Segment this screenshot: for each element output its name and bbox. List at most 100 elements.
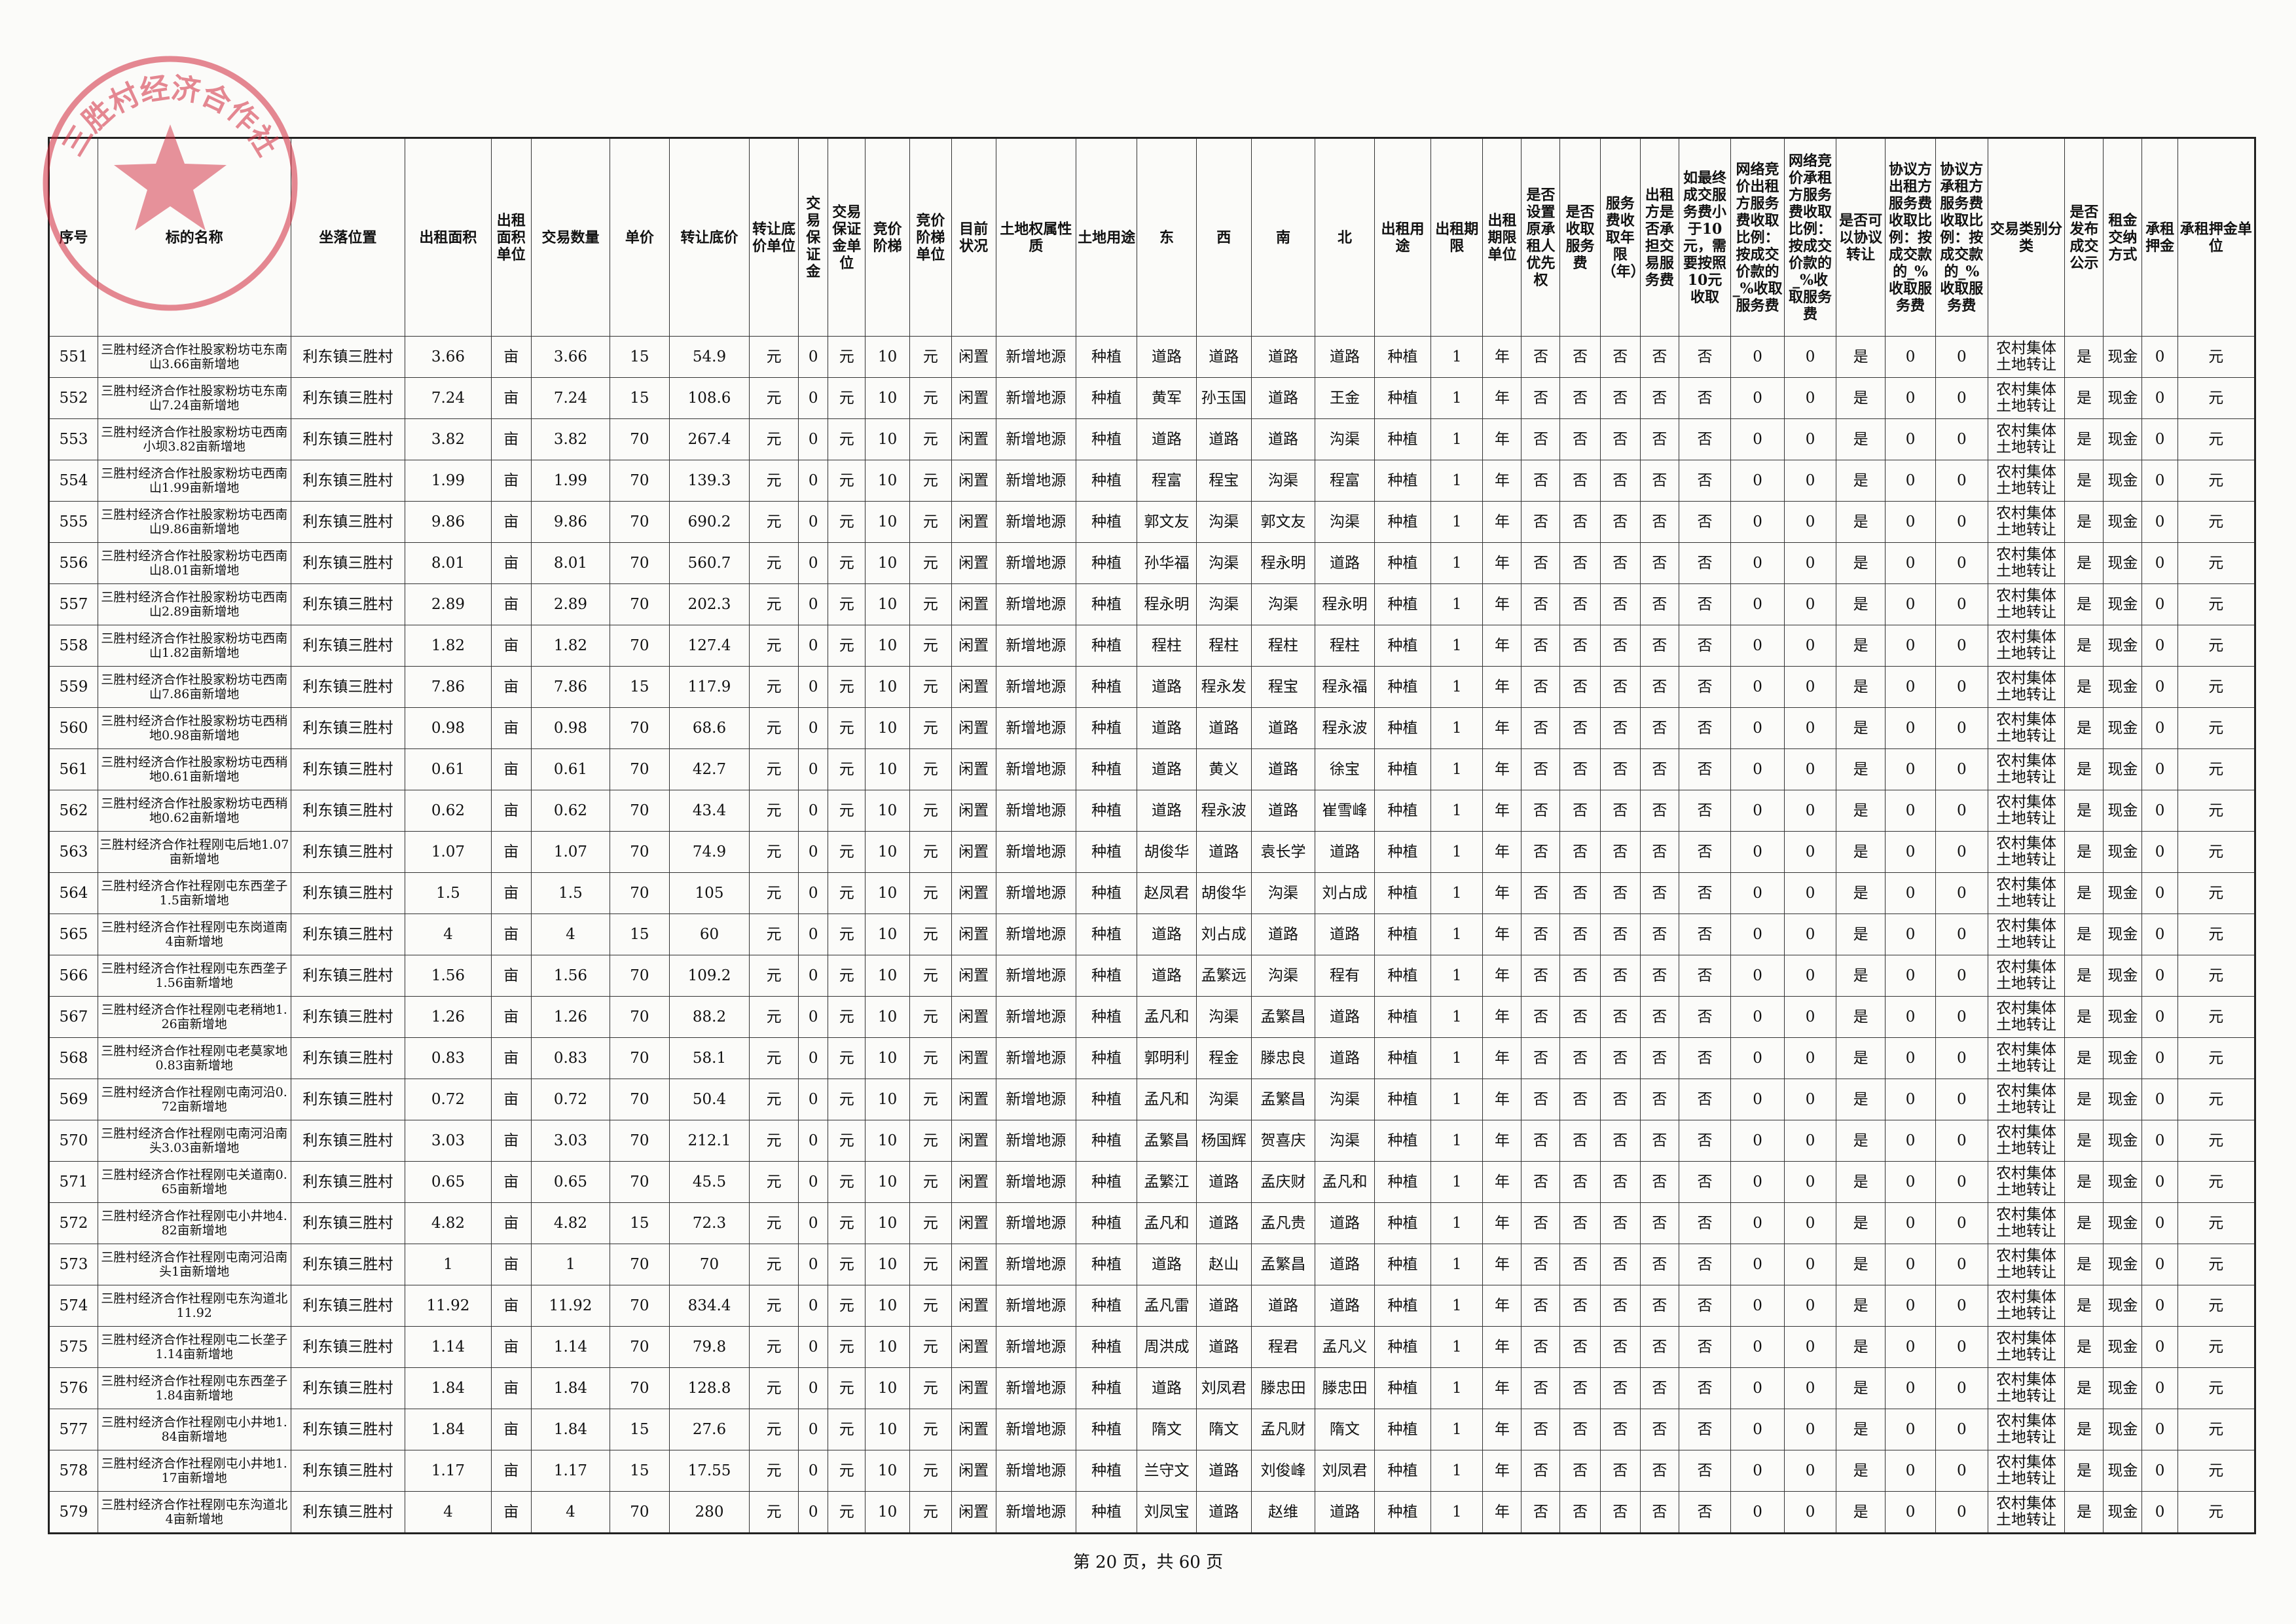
table-cell: 1 bbox=[1430, 872, 1484, 914]
table-cell: 利东镇三胜村 bbox=[290, 913, 406, 955]
table-cell: 7.86 bbox=[530, 666, 611, 708]
table-cell: 127.4 bbox=[668, 625, 750, 667]
table-cell: 1.17 bbox=[405, 1450, 492, 1492]
table-cell: 农村集体土地转让 bbox=[1987, 460, 2066, 502]
table-cell: 种植 bbox=[1076, 872, 1138, 914]
table-cell: 元 bbox=[749, 790, 799, 832]
table-cell: 是 bbox=[1836, 418, 1886, 460]
table-cell: 元 bbox=[828, 418, 866, 460]
table-cell: 否 bbox=[1678, 418, 1732, 460]
table-cell: 是 bbox=[2064, 666, 2104, 708]
table-cell: 现金 bbox=[2103, 1079, 2143, 1120]
table-cell: 0 bbox=[1885, 1491, 1937, 1534]
table-cell: 程宝 bbox=[1195, 460, 1252, 502]
table-cell: 利东镇三胜村 bbox=[290, 1367, 406, 1409]
table-cell: 刘凤宝 bbox=[1137, 1491, 1197, 1534]
table-cell: 程宝 bbox=[1250, 666, 1316, 708]
table-cell: 新增地源 bbox=[995, 625, 1077, 667]
table-cell: 种植 bbox=[1076, 1326, 1138, 1368]
table-cell: 否 bbox=[1559, 1079, 1601, 1120]
table-cell: 元 bbox=[2177, 460, 2255, 502]
table-cell: 0 bbox=[1730, 1326, 1785, 1368]
table-cell: 现金 bbox=[2103, 1367, 2143, 1409]
table-cell: 年 bbox=[1482, 625, 1522, 667]
table-cell: 道路 bbox=[1137, 955, 1197, 997]
table-cell: 种植 bbox=[1076, 913, 1138, 955]
table-cell: 70 bbox=[610, 418, 670, 460]
table-cell: 闲置 bbox=[951, 1450, 996, 1492]
table-cell: 是 bbox=[1836, 542, 1886, 584]
table-cell: 280 bbox=[668, 1491, 750, 1534]
table-cell: 560 bbox=[48, 707, 98, 749]
column-header: 交易保证金 bbox=[798, 138, 829, 337]
table-cell: 0 bbox=[1783, 1202, 1837, 1244]
table-cell: 是 bbox=[2064, 707, 2104, 749]
column-header: 出租方是否承担交易服务费 bbox=[1639, 138, 1679, 337]
table-cell: 闲置 bbox=[951, 418, 996, 460]
table-cell: 否 bbox=[1599, 955, 1641, 997]
table-cell: 元 bbox=[828, 583, 866, 625]
table-cell: 元 bbox=[2177, 996, 2255, 1038]
table-cell: 0 bbox=[1935, 460, 1988, 502]
table-cell: 元 bbox=[749, 913, 799, 955]
table-cell: 利东镇三胜村 bbox=[290, 418, 406, 460]
table-cell: 是 bbox=[1836, 501, 1886, 543]
column-header: 东 bbox=[1137, 138, 1197, 337]
table-cell: 刘占成 bbox=[1315, 872, 1375, 914]
table-cell: 0 bbox=[798, 583, 829, 625]
table-cell: 种植 bbox=[1076, 1120, 1138, 1162]
table-cell: 0 bbox=[1730, 1409, 1785, 1450]
table-cell: 4 bbox=[405, 913, 492, 955]
table-cell: 程永明 bbox=[1250, 542, 1316, 584]
table-cell: 元 bbox=[749, 955, 799, 997]
table-cell: 0 bbox=[1885, 707, 1937, 749]
table-cell: 0 bbox=[1783, 1285, 1837, 1327]
table-cell: 王金 bbox=[1315, 377, 1375, 419]
table-cell: 种植 bbox=[1076, 583, 1138, 625]
column-header: 如最终成交服务费小于10元，需要按照10元收取 bbox=[1678, 138, 1732, 337]
table-cell: 刘俊峰 bbox=[1250, 1450, 1316, 1492]
table-cell: 0 bbox=[1783, 831, 1837, 873]
table-cell: 0 bbox=[2141, 418, 2178, 460]
table-cell: 0 bbox=[1783, 460, 1837, 502]
table-cell: 否 bbox=[1639, 501, 1679, 543]
table-cell: 孟庆财 bbox=[1250, 1161, 1316, 1203]
table-cell: 元 bbox=[828, 1450, 866, 1492]
table-cell: 573 bbox=[48, 1244, 98, 1285]
table-cell: 563 bbox=[48, 831, 98, 873]
table-cell: 0 bbox=[2141, 1491, 2178, 1534]
table-cell: 种植 bbox=[1374, 707, 1432, 749]
table-cell: 年 bbox=[1482, 1409, 1522, 1450]
table-cell: 孟繁昌 bbox=[1137, 1120, 1197, 1162]
table-cell: 亩 bbox=[490, 501, 532, 543]
table-cell: 否 bbox=[1559, 1161, 1601, 1203]
table-cell: 道路 bbox=[1315, 996, 1375, 1038]
table-cell: 道路 bbox=[1250, 790, 1316, 832]
table-row: 569 三胜村经济合作社程刚屯南河沿0.72亩新增地 利东镇三胜村 0.72 亩 0.72… bbox=[48, 1079, 2255, 1120]
table-cell: 否 bbox=[1678, 1037, 1732, 1079]
table-cell: 新增地源 bbox=[995, 831, 1077, 873]
table-cell: 利东镇三胜村 bbox=[290, 666, 406, 708]
table-cell: 10 bbox=[865, 418, 911, 460]
table-cell: 15 bbox=[610, 913, 670, 955]
table-cell: 0 bbox=[1935, 625, 1988, 667]
table-cell: 0 bbox=[1730, 1120, 1785, 1162]
table-cell: 0 bbox=[798, 625, 829, 667]
table-cell: 种植 bbox=[1374, 1409, 1432, 1450]
table-cell: 10 bbox=[865, 1244, 911, 1285]
column-header: 坐落位置 bbox=[290, 138, 406, 337]
table-cell: 是 bbox=[2064, 1409, 2104, 1450]
table-cell: 否 bbox=[1521, 1409, 1561, 1450]
table-cell: 种植 bbox=[1076, 1367, 1138, 1409]
table-cell: 现金 bbox=[2103, 460, 2143, 502]
table-cell: 0 bbox=[798, 501, 829, 543]
table-cell: 是 bbox=[2064, 542, 2104, 584]
table-cell: 是 bbox=[1836, 1079, 1886, 1120]
table-cell: 否 bbox=[1599, 1285, 1641, 1327]
table-cell: 三胜村经济合作社股家粉坊屯西南小坝3.82亩新增地 bbox=[97, 418, 291, 460]
table-cell: 年 bbox=[1482, 336, 1522, 378]
table-cell: 元 bbox=[828, 666, 866, 708]
table-cell: 现金 bbox=[2103, 1120, 2143, 1162]
table-cell: 否 bbox=[1599, 1326, 1641, 1368]
table-cell: 孟繁昌 bbox=[1250, 996, 1316, 1038]
